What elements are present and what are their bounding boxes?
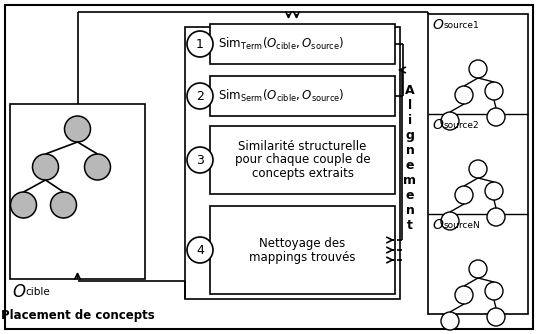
Circle shape: [65, 116, 90, 142]
Circle shape: [441, 212, 459, 230]
Circle shape: [455, 86, 473, 104]
FancyBboxPatch shape: [428, 14, 528, 314]
Circle shape: [11, 192, 37, 218]
Text: $\mathrm{Sim}_{\mathrm{Term}}(O_{\mathrm{cible}}, O_{\mathrm{source}})$: $\mathrm{Sim}_{\mathrm{Term}}(O_{\mathrm…: [218, 36, 344, 52]
Text: Similarité structurelle: Similarité structurelle: [238, 140, 367, 153]
Text: source2: source2: [444, 121, 479, 130]
Circle shape: [51, 192, 76, 218]
Circle shape: [469, 60, 487, 78]
Circle shape: [455, 186, 473, 204]
Circle shape: [84, 154, 110, 180]
Circle shape: [441, 112, 459, 130]
Circle shape: [32, 154, 59, 180]
Text: 3: 3: [196, 154, 204, 167]
Text: 4: 4: [196, 243, 204, 257]
Text: pour chaque couple de: pour chaque couple de: [235, 154, 370, 167]
FancyBboxPatch shape: [210, 24, 395, 64]
Circle shape: [441, 312, 459, 330]
Text: $O$: $O$: [432, 118, 444, 132]
Circle shape: [187, 237, 213, 263]
Circle shape: [187, 83, 213, 109]
Circle shape: [187, 147, 213, 173]
FancyBboxPatch shape: [185, 27, 400, 299]
Text: concepts extraits: concepts extraits: [251, 167, 353, 180]
Text: 1: 1: [196, 37, 204, 50]
Text: Placement de concepts: Placement de concepts: [1, 309, 154, 322]
Circle shape: [485, 182, 503, 200]
Text: mappings trouvés: mappings trouvés: [249, 250, 356, 264]
Circle shape: [469, 160, 487, 178]
FancyBboxPatch shape: [210, 126, 395, 194]
Text: $\mathrm{Sim}_{\mathrm{Serm}}(O_{\mathrm{cible}}, O_{\mathrm{source}})$: $\mathrm{Sim}_{\mathrm{Serm}}(O_{\mathrm…: [218, 88, 345, 104]
Circle shape: [469, 260, 487, 278]
Circle shape: [187, 31, 213, 57]
Text: A
l
i
g
n
e
m
e
n
t: A l i g n e m e n t: [404, 84, 416, 232]
Circle shape: [487, 308, 505, 326]
Text: $O$: $O$: [432, 18, 444, 32]
Circle shape: [485, 82, 503, 100]
FancyBboxPatch shape: [210, 206, 395, 294]
FancyBboxPatch shape: [5, 5, 533, 329]
Text: cible: cible: [25, 287, 49, 297]
Text: 2: 2: [196, 90, 204, 103]
Text: $O$: $O$: [12, 283, 26, 301]
Circle shape: [487, 108, 505, 126]
Text: Nettoyage des: Nettoyage des: [259, 236, 345, 249]
FancyBboxPatch shape: [10, 104, 145, 279]
Text: sourceN: sourceN: [444, 221, 481, 230]
Text: source1: source1: [444, 21, 480, 30]
Circle shape: [455, 286, 473, 304]
Circle shape: [485, 282, 503, 300]
Circle shape: [487, 208, 505, 226]
Text: $O$: $O$: [432, 218, 444, 232]
FancyBboxPatch shape: [210, 76, 395, 116]
